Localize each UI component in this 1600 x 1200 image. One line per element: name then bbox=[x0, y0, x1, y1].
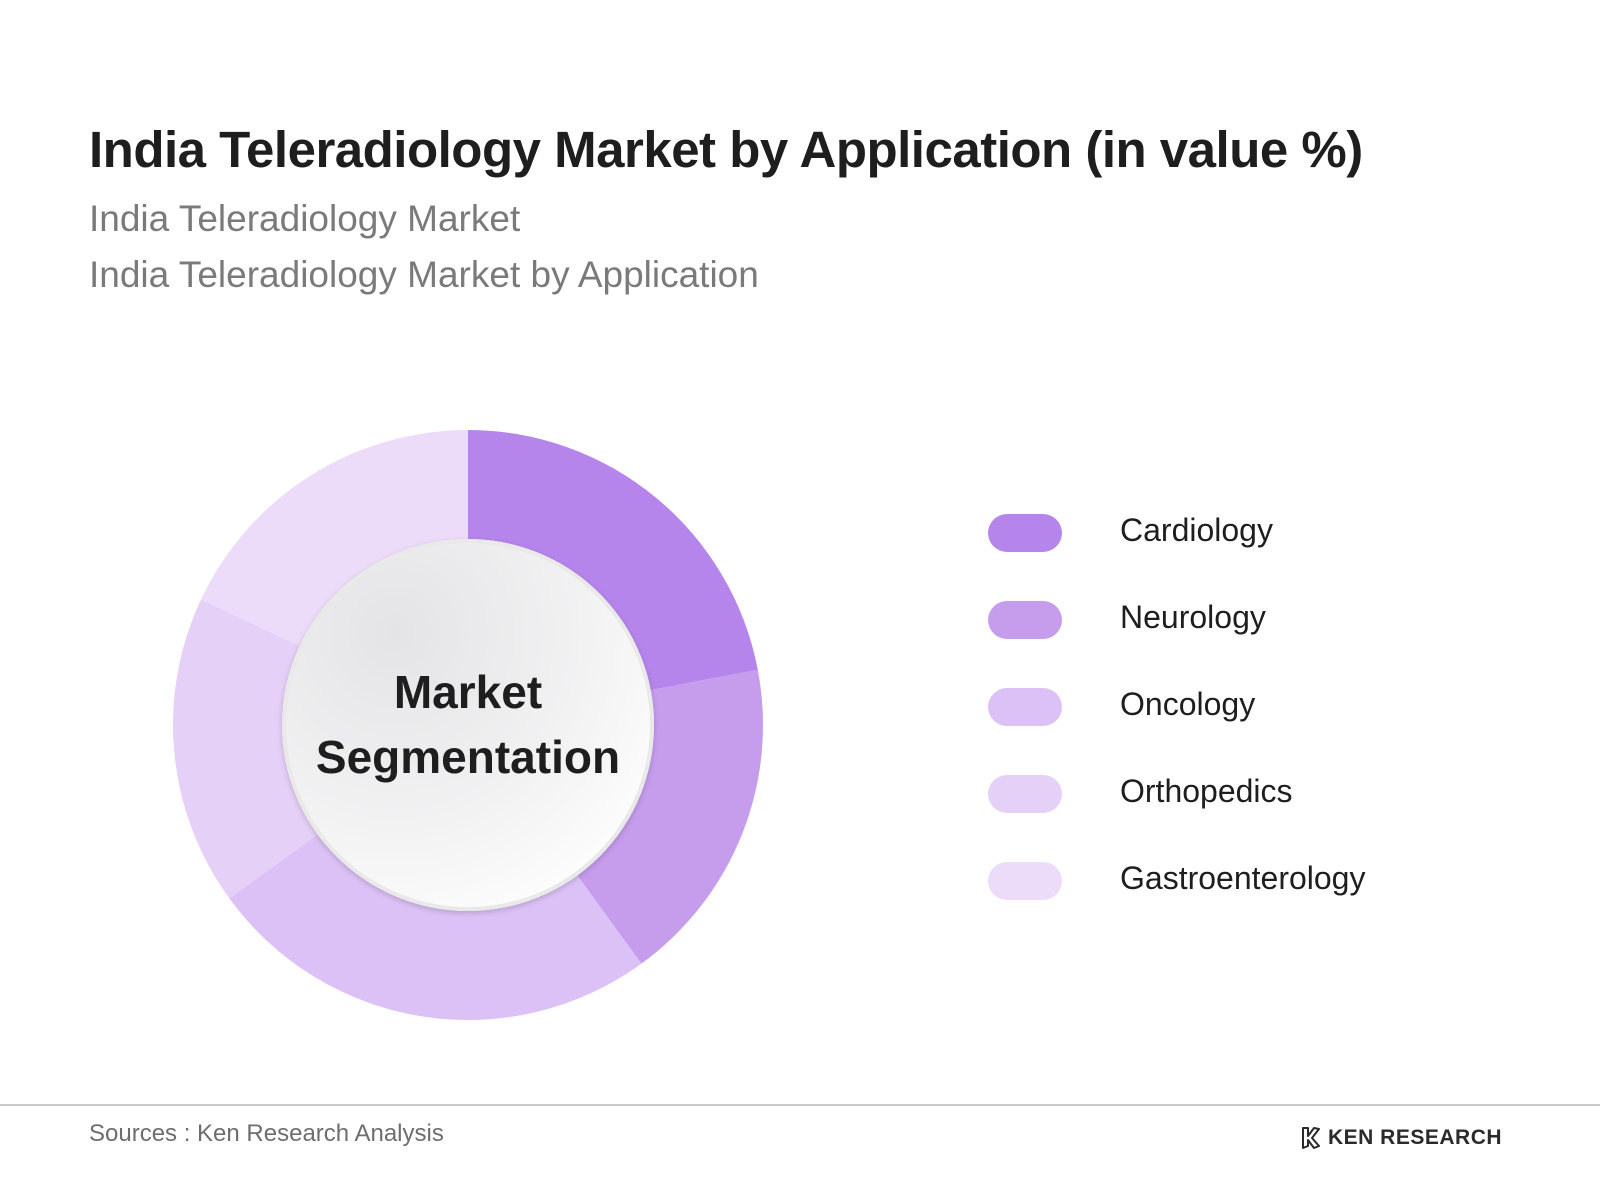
donut-slices bbox=[173, 430, 763, 1020]
legend-label: Neurology bbox=[1120, 599, 1266, 635]
slice-oncology bbox=[229, 834, 642, 1020]
legend-swatch bbox=[988, 688, 1062, 726]
slice-orthopedics bbox=[173, 599, 318, 899]
legend-label: Oncology bbox=[1120, 686, 1256, 722]
legend-item-orthopedics: Orthopedics bbox=[988, 773, 1408, 815]
chart-title: India Teleradiology Market by Applicatio… bbox=[89, 121, 1363, 178]
legend-swatch bbox=[988, 601, 1062, 639]
logo-text: KEN RESEARCH bbox=[1328, 1126, 1503, 1149]
legend-swatch bbox=[988, 862, 1062, 900]
source-note: Sources : Ken Research Analysis bbox=[89, 1120, 444, 1147]
center-label-line2: Segmentation bbox=[315, 731, 621, 783]
legend-item-oncology: Oncology bbox=[988, 686, 1408, 728]
chart-subtitle-secondary: India Teleradiology Market by Applicatio… bbox=[89, 254, 759, 295]
footer-divider bbox=[0, 1104, 1600, 1106]
slice-neurology bbox=[577, 669, 763, 964]
center-label-line1: Market bbox=[393, 666, 543, 718]
ken-logo-icon bbox=[1302, 1127, 1320, 1149]
legend-swatch bbox=[988, 775, 1062, 813]
center-label: Market Segmentation bbox=[300, 660, 636, 790]
legend-label: Orthopedics bbox=[1120, 773, 1293, 809]
legend-item-neurology: Neurology bbox=[988, 599, 1408, 641]
chart-subtitle: India Teleradiology Market bbox=[89, 198, 521, 239]
ken-research-logo: KEN RESEARCH bbox=[1300, 1124, 1502, 1152]
legend-item-cardiology: Cardiology bbox=[988, 512, 1408, 554]
legend-label: Cardiology bbox=[1120, 512, 1273, 548]
slice-gastroenterology bbox=[201, 430, 468, 646]
legend-swatch bbox=[988, 514, 1062, 552]
legend-label: Gastroenterology bbox=[1120, 860, 1366, 896]
legend-item-gastroenterology: Gastroenterology bbox=[988, 860, 1408, 902]
donut-center bbox=[282, 539, 654, 911]
slice-cardiology bbox=[468, 430, 758, 691]
